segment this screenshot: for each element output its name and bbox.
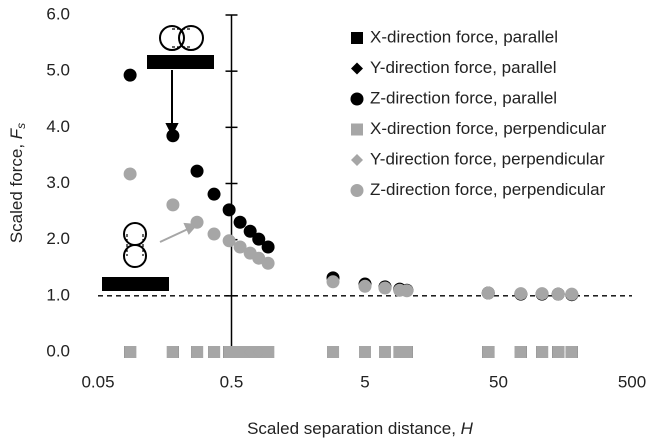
y-tick-label: 4.0	[46, 117, 70, 136]
annotation-icons	[103, 26, 213, 290]
x-tick-label: 5	[360, 372, 369, 391]
diamond-marker	[351, 154, 363, 166]
square-marker	[351, 124, 363, 136]
y-tick-label: 0.0	[46, 341, 70, 360]
circle-marker	[124, 167, 137, 180]
circle-marker	[191, 216, 204, 229]
y-axis-title-text: Scaled force,	[7, 139, 26, 243]
y-axis-title: Scaled force, Fs	[7, 123, 28, 243]
circle-marker	[234, 216, 247, 229]
circle-marker	[262, 240, 275, 253]
circle-marker	[536, 287, 549, 300]
circle-marker	[514, 287, 527, 300]
y-tick-label: 3.0	[46, 173, 70, 192]
circle-marker	[359, 280, 372, 293]
x-axis-title: Scaled separation distance, H	[247, 419, 474, 438]
circle-marker	[379, 281, 392, 294]
circle-marker	[482, 287, 495, 300]
legend-label: Y-direction force, parallel	[370, 58, 556, 77]
y-tick-label: 1.0	[46, 285, 70, 304]
x-tick-label: 50	[489, 372, 508, 391]
circle-marker	[208, 188, 221, 201]
circle-marker	[223, 203, 236, 216]
x-axis-title-symbol: H	[461, 419, 474, 438]
diamond-marker	[351, 63, 363, 75]
circle-marker	[552, 288, 565, 301]
y-axis-title-subscript: s	[14, 123, 28, 129]
x-axis-title-text: Scaled separation distance,	[247, 419, 461, 438]
legend-label: Z-direction force, parallel	[370, 88, 557, 107]
circle-marker	[191, 165, 204, 178]
circle-marker	[223, 234, 236, 247]
circle-marker	[262, 257, 275, 270]
chart: Scaled separation distance, H Scaled for…	[0, 0, 658, 444]
circle-marker	[351, 93, 364, 106]
square-marker	[351, 32, 363, 44]
circle-marker	[351, 184, 364, 197]
x-tick-label: 0.05	[81, 372, 114, 391]
x-tick-label: 0.5	[220, 372, 244, 391]
circle-marker	[208, 228, 221, 241]
page: Scaled separation distance, H Scaled for…	[0, 0, 658, 444]
legend-label: Z-direction force, perpendicular	[370, 180, 606, 199]
circle-marker	[327, 275, 340, 288]
y-tick-label: 2.0	[46, 229, 70, 248]
circle-marker	[400, 284, 413, 297]
legend-label: Y-direction force, perpendicular	[370, 149, 605, 168]
x-tick-label: 500	[618, 372, 646, 391]
circle-marker	[565, 288, 578, 301]
circle-marker	[124, 69, 137, 82]
y-tick-label: 5.0	[46, 61, 70, 80]
legend-label: X-direction force, perpendicular	[370, 119, 607, 138]
circle-marker	[166, 198, 179, 211]
legend-label: X-direction force, parallel	[370, 27, 558, 46]
y-tick-label: 6.0	[46, 4, 70, 23]
circle-marker	[166, 129, 179, 142]
